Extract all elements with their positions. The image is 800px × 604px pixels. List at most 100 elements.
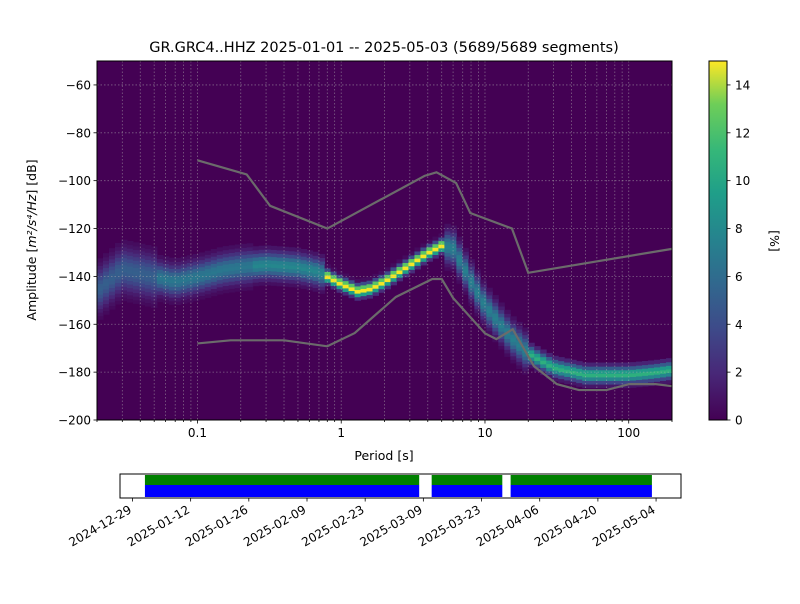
heatmap-cell xyxy=(246,286,254,291)
heatmap-cell xyxy=(210,266,218,272)
heatmap-cell xyxy=(198,277,206,282)
heatmap-cell xyxy=(420,257,427,262)
heatmap-cell xyxy=(282,250,290,255)
heatmap-cell xyxy=(258,270,266,275)
heatmap-cell xyxy=(534,356,541,361)
heatmap-cell xyxy=(168,264,176,269)
heatmap-cell xyxy=(492,295,499,300)
heatmap-cell xyxy=(240,247,248,252)
heatmap-cell xyxy=(288,261,296,266)
heatmap-cell xyxy=(97,265,104,270)
heatmap-cell xyxy=(348,279,356,284)
heatmap-cell xyxy=(558,364,565,369)
heatmap-cell xyxy=(474,269,481,274)
heatmap-cell xyxy=(348,290,356,295)
heatmap-cell xyxy=(630,376,637,381)
heatmap-cell xyxy=(480,319,487,324)
heatmap-cell xyxy=(276,282,284,287)
heatmap-cell xyxy=(222,260,230,265)
heatmap-cell xyxy=(108,273,116,278)
heatmap-cell xyxy=(504,342,511,347)
heatmap-cell xyxy=(234,251,242,256)
heatmap-cell xyxy=(522,356,529,361)
heatmap-cell xyxy=(126,280,134,285)
heatmap-cell xyxy=(534,346,541,351)
heatmap-cell xyxy=(144,263,152,268)
heatmap-cell xyxy=(546,370,553,375)
heatmap-cell xyxy=(438,244,445,249)
heatmap-cell xyxy=(492,302,499,307)
heatmap-cell xyxy=(582,376,589,381)
heatmap-cell xyxy=(282,275,290,280)
heatmap-cell xyxy=(132,281,140,286)
heatmap-cell xyxy=(456,268,463,274)
heatmap-cell xyxy=(234,262,242,267)
heatmap-cell xyxy=(126,298,134,303)
heatmap-cell xyxy=(234,273,242,278)
heatmap-cell xyxy=(204,272,212,277)
heatmap-cell xyxy=(150,282,158,287)
heatmap-cell xyxy=(372,277,380,282)
timeline-ticks: 2024-12-292025-01-122025-01-262025-02-09… xyxy=(67,498,658,549)
heatmap-cell xyxy=(186,255,194,260)
heatmap-cell xyxy=(144,252,152,257)
x-tick-label: 100 xyxy=(617,426,640,440)
heatmap-cell xyxy=(288,265,296,270)
heatmap-cell xyxy=(636,361,643,366)
heatmap-cell xyxy=(282,282,290,287)
heatmap-cell xyxy=(516,332,523,337)
timeline-tick-label: 2025-01-26 xyxy=(183,502,250,549)
heatmap-cell xyxy=(624,376,631,382)
heatmap-cell xyxy=(582,380,589,385)
heatmap-cell xyxy=(312,273,320,278)
heatmap-cell xyxy=(468,280,475,285)
heatmap-cell xyxy=(552,370,559,375)
heatmap-cell xyxy=(138,301,146,306)
heatmap-cell xyxy=(522,341,529,346)
heatmap-cell xyxy=(540,363,547,368)
heatmap-cell xyxy=(396,262,403,267)
y-tick-label: −200 xyxy=(58,414,91,428)
colorbar-tick-label: 12 xyxy=(735,126,750,140)
heatmap-cell xyxy=(510,359,517,364)
heatmap-cell xyxy=(144,298,152,304)
heatmap-cell xyxy=(516,343,523,348)
heatmap-cell xyxy=(192,279,200,284)
heatmap-cell xyxy=(246,279,254,284)
heatmap-cell xyxy=(462,251,469,256)
heatmap-cell xyxy=(402,262,409,267)
heatmap-cell xyxy=(384,267,391,272)
x-tick-label: 1 xyxy=(337,426,345,440)
colorbar-ticks: 0 2 4 6 8 10 12 14 xyxy=(727,78,750,428)
heatmap-cell xyxy=(138,297,146,302)
heatmap-cell xyxy=(456,254,463,259)
heatmap-cell xyxy=(486,316,493,321)
heatmap-cell xyxy=(594,384,601,389)
heatmap-cell xyxy=(156,287,164,292)
heatmap-cell xyxy=(276,253,284,258)
heatmap-cell xyxy=(186,276,194,281)
heatmap-cell xyxy=(498,345,505,350)
heatmap-cell xyxy=(120,275,128,280)
heatmap-cell xyxy=(168,290,176,295)
data-availability-timeline: 2024-12-292025-01-122025-01-262025-02-09… xyxy=(67,473,682,549)
timeline-used-segment xyxy=(510,475,652,485)
heatmap-cell xyxy=(372,281,380,286)
heatmap-cell xyxy=(516,325,523,330)
heatmap-cell xyxy=(186,287,194,292)
heatmap-cell xyxy=(642,368,649,373)
heatmap-cell xyxy=(252,264,260,269)
heatmap-cell xyxy=(564,372,571,377)
heatmap-cell xyxy=(642,371,649,376)
heatmap-cell xyxy=(270,249,278,254)
heatmap-cell xyxy=(282,264,290,269)
heatmap-cell xyxy=(516,357,523,362)
heatmap-cell xyxy=(144,302,152,307)
heatmap-cell xyxy=(198,259,206,264)
heatmap-cell xyxy=(456,272,463,277)
heatmap-cell xyxy=(192,286,200,291)
heatmap-cell xyxy=(246,282,254,287)
heatmap-cell xyxy=(264,245,272,250)
heatmap-cell xyxy=(204,261,212,266)
heatmap-cell xyxy=(648,374,655,379)
